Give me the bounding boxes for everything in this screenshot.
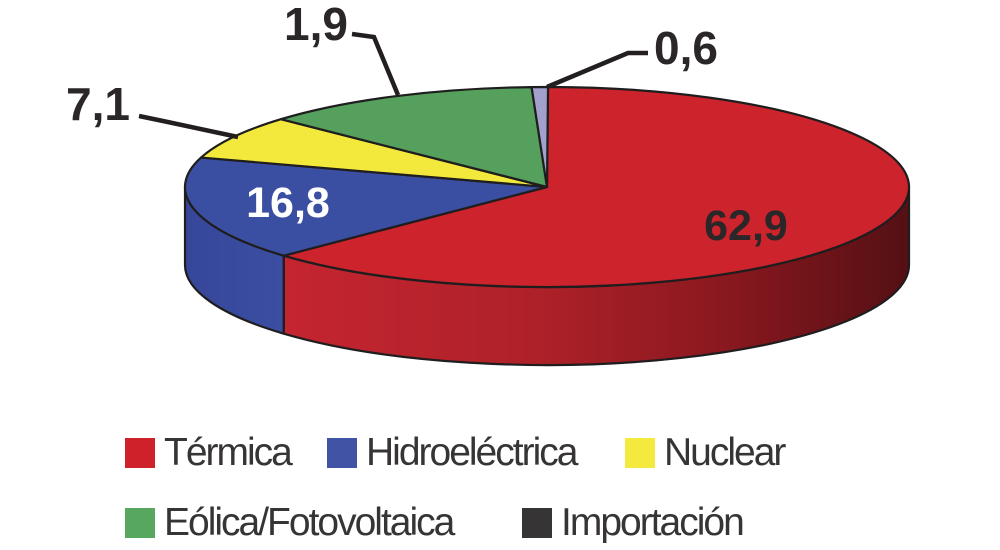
pie-slice-eolica-fotovoltaica — [279, 85, 549, 189]
value-label-eolica-fotovoltaica: 1,9 — [284, 0, 348, 50]
callout-line-eolica-fotovoltaica — [351, 31, 401, 96]
pie-chart-canvas: 62,9 16,8 7,1 1,9 0,6 — [66, 0, 911, 367]
legend-item-hidroelectrica: Hidroeléctrica — [327, 431, 578, 474]
legend-item-termica: Térmica — [125, 431, 293, 474]
legend-swatch-nuclear — [625, 437, 655, 468]
legend-swatch-hidroelectrica — [327, 437, 357, 468]
legend-label-termica: Térmica — [164, 431, 293, 474]
callout-line-nuclear — [138, 113, 239, 140]
legend-swatch-importacion — [522, 507, 552, 538]
callout-line-importacion — [546, 50, 648, 90]
legend-swatch-termica — [125, 437, 155, 468]
legend-label-hidroelectrica: Hidroeléctrica — [366, 431, 578, 474]
legend-item-nuclear: Nuclear — [625, 431, 786, 474]
legend-label-eolica-fotovoltaica: Eólica/Fotovoltaica — [164, 501, 455, 544]
legend-item-importacion: Importación — [522, 501, 745, 544]
legend-label-importacion: Importación — [561, 501, 745, 544]
pie-slice-hidroelectrica — [183, 156, 549, 257]
value-label-nuclear: 7,1 — [66, 78, 130, 130]
legend-swatch-eolica-fotovoltaica — [125, 507, 155, 538]
legend-item-eolica-fotovoltaica: Eólica/Fotovoltaica — [125, 501, 455, 544]
value-label-termica: 62,9 — [704, 202, 788, 250]
value-label-importacion: 0,6 — [654, 22, 718, 74]
pie-slice-termica — [282, 85, 911, 289]
legend-label-nuclear: Nuclear — [664, 431, 786, 474]
value-label-hidroelectrica: 16,8 — [246, 179, 330, 227]
